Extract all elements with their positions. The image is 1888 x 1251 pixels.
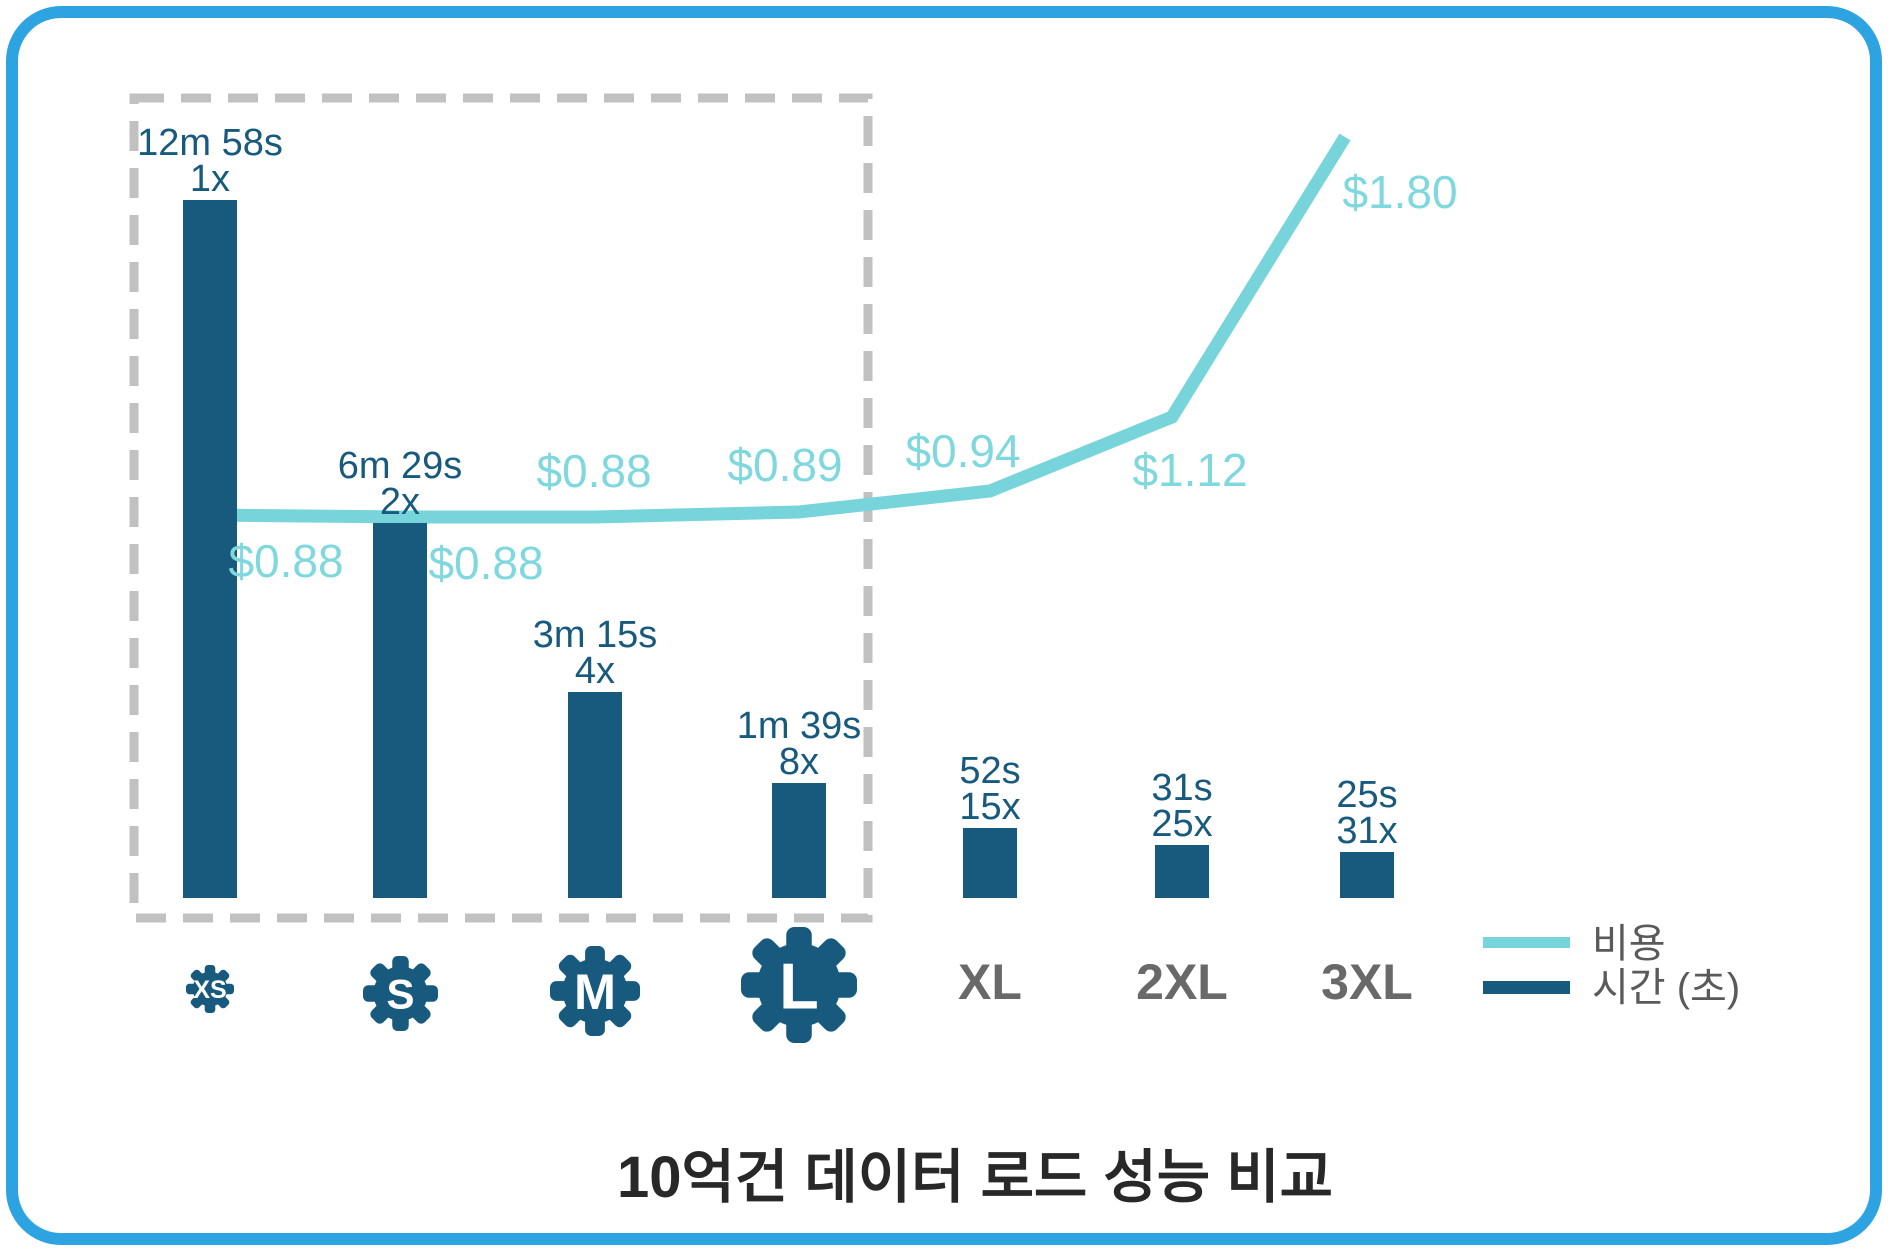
legend-time-bar-swatch	[1483, 981, 1570, 994]
bar-xs	[183, 200, 237, 898]
speedup-label-xs: 1x	[189, 158, 231, 200]
cost-value-label-l: $0.89	[727, 439, 843, 491]
time-value-label-s: 6m 29s	[337, 445, 463, 487]
speedup-label-m: 4x	[574, 650, 616, 692]
speedup-label-xl: 15x	[959, 786, 1021, 828]
cost-line	[209, 133, 1351, 524]
svg-text:S: S	[386, 970, 414, 1017]
legend-time-label: 시간 (초)	[1592, 966, 1741, 1010]
gear-shape: S	[362, 955, 438, 1031]
time-value-label-m: 3m 15s	[532, 614, 658, 656]
legend-cost-label: 비용	[1592, 922, 1666, 966]
time-value-label-2xl: 31s	[1151, 767, 1213, 809]
axis-label-xl: XL	[958, 954, 1022, 1010]
axis-label-2xl: 2XL	[1136, 954, 1228, 1010]
speedup-label-3xl: 31x	[1336, 810, 1398, 852]
axis-label-3xl: 3XL	[1321, 954, 1413, 1010]
time-value-label-l: 1m 39s	[736, 705, 862, 747]
chart-title: 10억건 데이터 로드 성능 비교	[617, 1145, 1333, 1210]
speedup-label-s: 2x	[379, 481, 421, 523]
cost-value-label-m: $0.88	[536, 445, 652, 497]
bar-s	[373, 523, 427, 898]
bar-2xl	[1155, 845, 1209, 898]
time-value-label-xs: 12m 58s	[137, 122, 283, 164]
speedup-label-l: 8x	[778, 741, 820, 783]
gear-icon-xs: XS	[186, 965, 234, 1013]
gear-icon-s: S	[362, 955, 438, 1031]
bar-xl	[963, 828, 1017, 898]
bar-3xl	[1340, 852, 1394, 898]
cost-value-label-s: $0.88	[428, 537, 544, 589]
cost-value-label-3xl: $1.80	[1342, 166, 1458, 218]
gear-icon-l: L	[741, 927, 857, 1043]
cost-value-label-xl: $0.94	[905, 425, 1021, 477]
legend-cost-line-swatch	[1483, 937, 1570, 948]
gear-shape: L	[741, 927, 857, 1043]
gear-shape: M	[550, 946, 640, 1036]
cost-value-label-xs: $0.88	[228, 535, 344, 587]
speedup-label-2xl: 25x	[1151, 803, 1213, 845]
time-value-label-xl: 52s	[959, 750, 1021, 792]
svg-text:L: L	[779, 949, 819, 1022]
cost-value-label-2xl: $1.12	[1132, 444, 1248, 496]
gear-shape: XS	[186, 965, 234, 1013]
bar-m	[568, 692, 622, 898]
svg-text:XS: XS	[193, 976, 226, 1004]
svg-text:M: M	[574, 963, 616, 1020]
bar-l	[772, 783, 826, 898]
gear-icon-m: M	[550, 946, 640, 1036]
time-value-label-3xl: 25s	[1336, 774, 1398, 816]
